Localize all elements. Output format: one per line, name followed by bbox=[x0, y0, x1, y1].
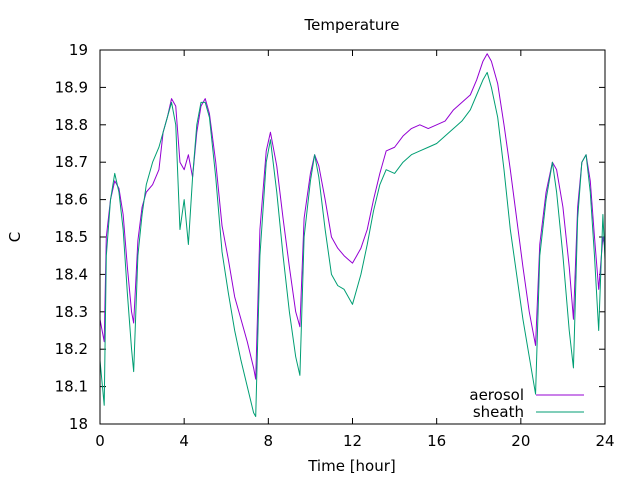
y-tick-label: 18.1 bbox=[55, 378, 88, 396]
y-tick-label: 18.4 bbox=[55, 265, 88, 283]
plot-frame bbox=[99, 49, 606, 425]
series-line-sheath bbox=[99, 71, 606, 418]
legend-label-sheath: sheath bbox=[473, 403, 524, 421]
y-tick-label: 18.9 bbox=[55, 78, 88, 96]
chart-title: Temperature bbox=[303, 16, 399, 34]
x-tick-label: 12 bbox=[343, 432, 362, 450]
x-tick-label: 24 bbox=[595, 432, 614, 450]
y-axis-label: C bbox=[6, 232, 24, 242]
y-tick-label: 18.6 bbox=[55, 191, 88, 209]
y-tick-label: 18.8 bbox=[55, 116, 88, 134]
y-tick-label: 18 bbox=[69, 415, 88, 433]
y-tick-label: 19 bbox=[69, 41, 88, 59]
x-tick-label: 8 bbox=[264, 432, 274, 450]
x-tick-label: 0 bbox=[95, 432, 105, 450]
y-tick-label: 18.7 bbox=[55, 153, 88, 171]
tick-labels-layer: 0 4 8 12 16 20 24 18 18.1 18.2 18.3 18.4 18.5 18.6 18.… bbox=[55, 41, 615, 450]
series-layer bbox=[99, 53, 606, 418]
y-tick-label: 18.3 bbox=[55, 303, 88, 321]
x-tick-label: 20 bbox=[511, 432, 530, 450]
x-tick-label: 4 bbox=[179, 432, 189, 450]
legend-label-aerosol: aerosol bbox=[469, 386, 524, 404]
x-tick-label: 16 bbox=[427, 432, 446, 450]
y-tick-label: 18.2 bbox=[55, 340, 88, 358]
y-tick-label: 18.5 bbox=[55, 228, 88, 246]
x-axis-label: Time [hour] bbox=[307, 457, 396, 475]
